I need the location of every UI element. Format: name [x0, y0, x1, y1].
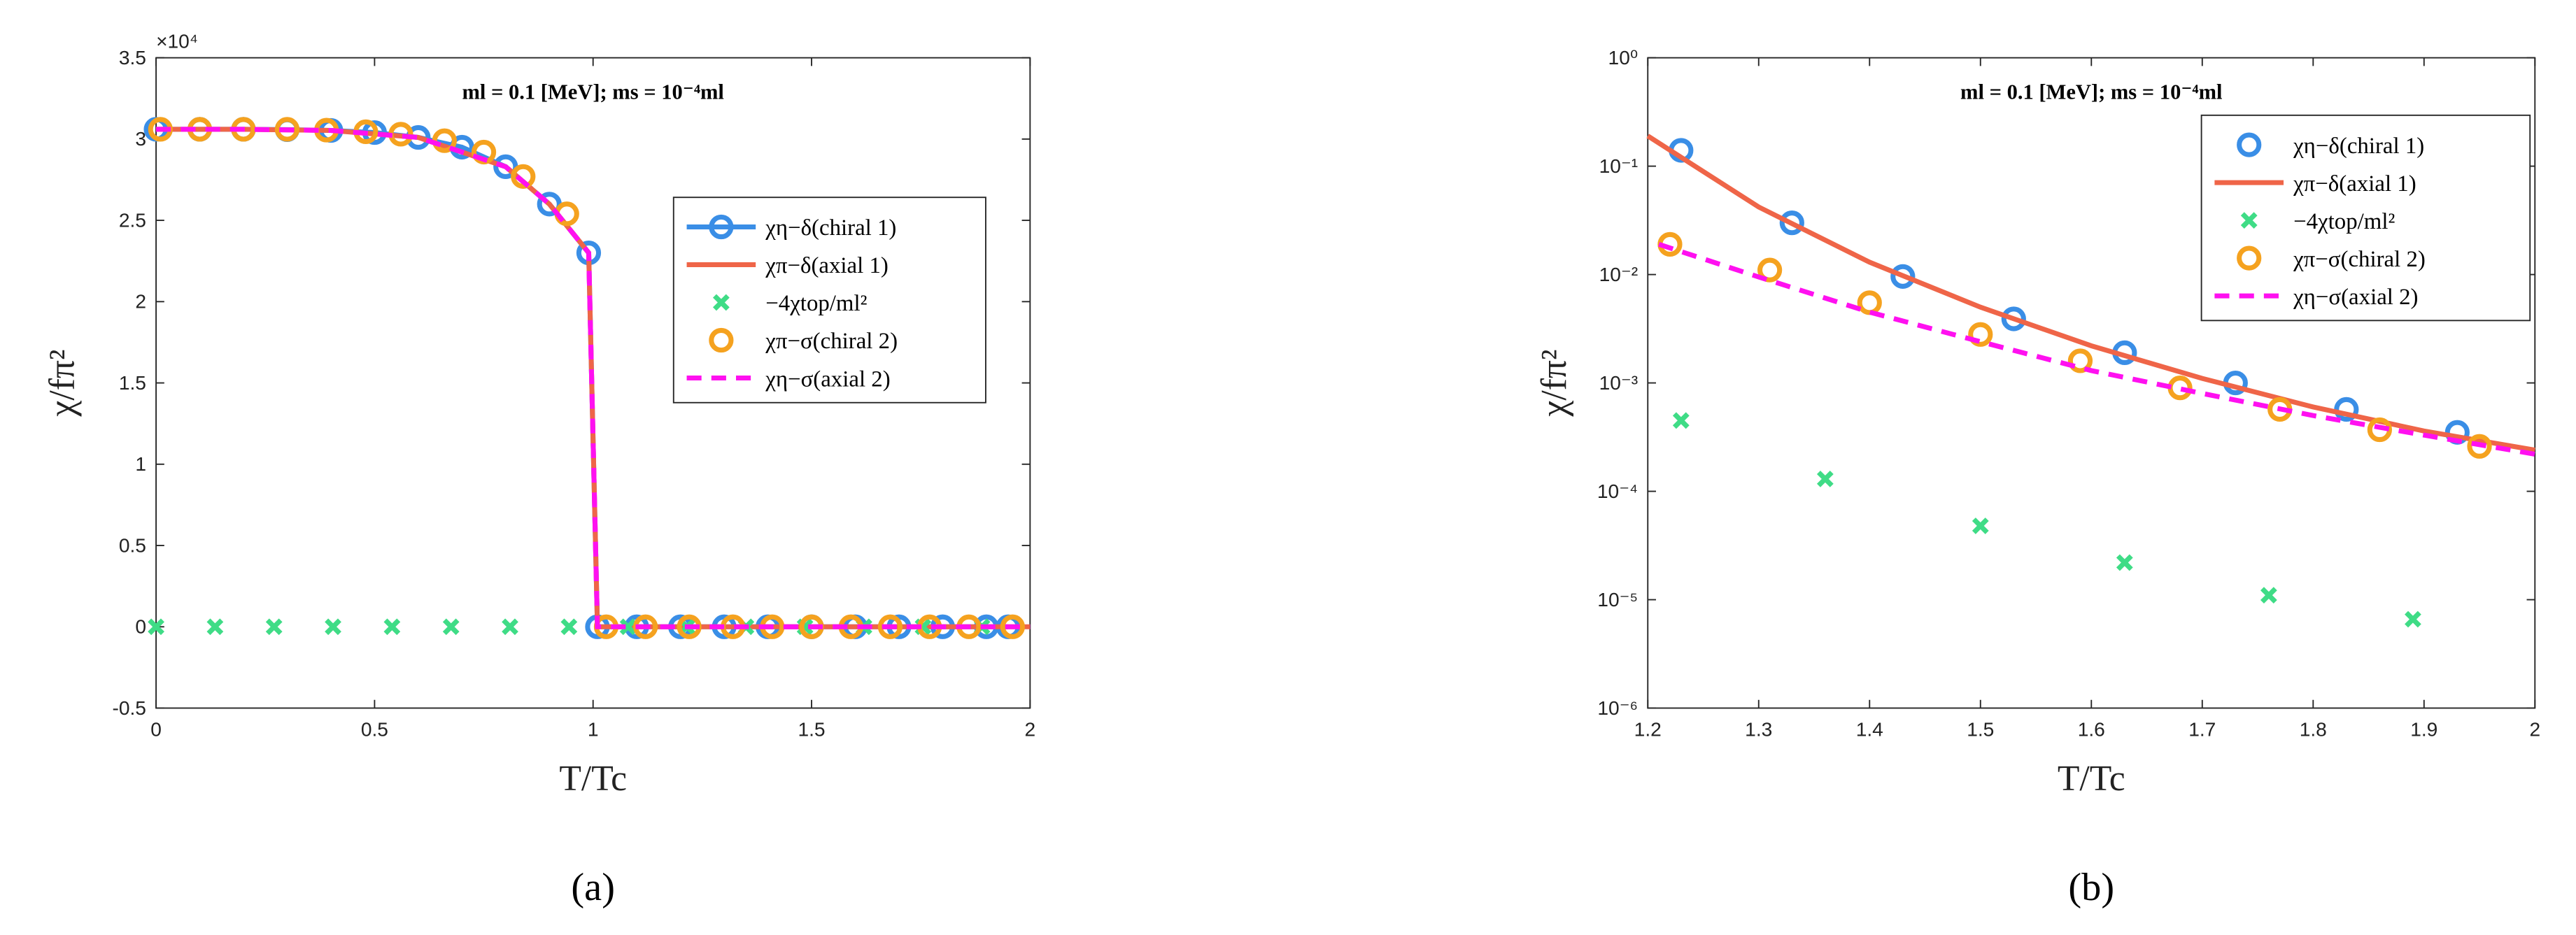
marker [2067, 348, 2093, 373]
y-tick-label: 10⁻¹ [1599, 155, 1639, 177]
x-tick-label: 1.2 [1634, 718, 1662, 740]
marker [2467, 434, 2492, 459]
legend-marker [2237, 245, 2262, 271]
marker [265, 618, 283, 636]
x-tick-label: 1.8 [2300, 718, 2327, 740]
y-tick-label: 10⁻² [1599, 263, 1639, 285]
marker [560, 618, 578, 636]
x-tick-label: 0.5 [361, 718, 388, 740]
marker [1779, 210, 1804, 236]
marker [2405, 611, 2421, 628]
series-line [1658, 242, 2535, 457]
y-tick-label: 10⁰ [1608, 46, 1639, 69]
marker [2334, 397, 2359, 422]
marker [493, 154, 518, 179]
y-axis-label: χ/fπ² [43, 350, 83, 417]
marker [1000, 614, 1025, 639]
marker [502, 618, 518, 636]
legend-label: χπ−δ(axial 1) [2293, 171, 2416, 197]
marker [2116, 554, 2133, 571]
marker [619, 618, 637, 636]
y-tick-label: 2.5 [119, 208, 146, 231]
x-tick-label: 1.9 [2410, 718, 2437, 740]
x-axis-label: T/Tc [559, 759, 627, 799]
legend-marker [709, 327, 734, 353]
marker [383, 618, 401, 636]
marker [1816, 471, 1834, 487]
legend-label: −4χtop/ml² [765, 291, 867, 316]
marker [148, 618, 164, 636]
marker [1857, 290, 1882, 315]
x-tick-label: 1.6 [2078, 718, 2105, 740]
marker [442, 618, 460, 636]
marker [1757, 257, 1783, 283]
x-tick-label: 1.5 [1967, 718, 1994, 740]
marker [537, 192, 562, 217]
legend-marker [712, 294, 730, 311]
x-tick-label: 2 [2529, 718, 2540, 740]
x-axis-label: T/Tc [2058, 759, 2125, 799]
legend-label: χπ−σ(chiral 2) [2293, 247, 2426, 272]
chart-title: ml = 0.1 [MeV]; ms = 10⁻⁴ml [1960, 80, 2222, 104]
y-tick-label: 10⁻⁵ [1597, 588, 1638, 611]
y-tick-label: 2 [135, 290, 146, 313]
marker [2001, 306, 2026, 331]
x-tick-label: 1.4 [1856, 718, 1883, 740]
x-tick-label: 1.7 [2188, 718, 2216, 740]
marker [877, 614, 903, 639]
marker [1890, 264, 1916, 289]
x-tick-label: 2 [1024, 718, 1035, 740]
y-tick-label: 3.5 [119, 46, 146, 69]
marker [1672, 412, 1690, 429]
marker [1972, 518, 1989, 534]
legend-label: χη−σ(axial 2) [2293, 285, 2418, 310]
y-axis-label: χ/fπ² [1534, 350, 1574, 417]
x-tick-label: 1.5 [798, 718, 825, 740]
marker [1968, 322, 1993, 347]
x-tick-label: 0 [150, 718, 162, 740]
y-tick-label: 0.5 [119, 534, 146, 556]
caption: (b) [2068, 866, 2114, 909]
legend-marker [2237, 132, 2262, 157]
marker [274, 117, 300, 142]
marker [325, 618, 341, 636]
plot-marks [143, 117, 1031, 639]
marker [206, 618, 224, 636]
legend-label: χη−δ(chiral 1) [2293, 134, 2424, 159]
y-tick-label: 3 [135, 127, 146, 150]
series-line [156, 127, 1031, 629]
legend-marker [709, 214, 734, 240]
plot-marks [1646, 134, 2535, 628]
y-tick-label: 10⁻³ [1599, 371, 1639, 394]
y-tick-label: 1.5 [119, 371, 146, 394]
x-tick-label: 1.3 [1745, 718, 1772, 740]
legend-label: −4χtop/ml² [2293, 209, 2395, 234]
legend-label: χπ−δ(axial 1) [765, 253, 889, 278]
y-tick-label: 10⁻⁴ [1597, 480, 1638, 502]
caption: (a) [571, 866, 615, 909]
legend-marker [2240, 212, 2258, 229]
y-tick-label: 1 [135, 452, 146, 475]
marker [511, 164, 536, 189]
marker [2367, 417, 2392, 443]
y-tick-label: 10⁻⁶ [1597, 697, 1638, 719]
legend-label: χη−σ(axial 2) [765, 366, 890, 392]
y-multiplier: ×10⁴ [156, 30, 198, 52]
y-tick-label: 0 [135, 615, 146, 638]
x-tick-label: 1 [588, 718, 599, 740]
y-tick-label: -0.5 [112, 697, 146, 719]
marker [2260, 587, 2277, 604]
legend-label: χη−δ(chiral 1) [765, 215, 896, 241]
chart-title: ml = 0.1 [MeV]; ms = 10⁻⁴ml [462, 80, 723, 104]
legend-label: χπ−σ(chiral 2) [765, 329, 898, 354]
